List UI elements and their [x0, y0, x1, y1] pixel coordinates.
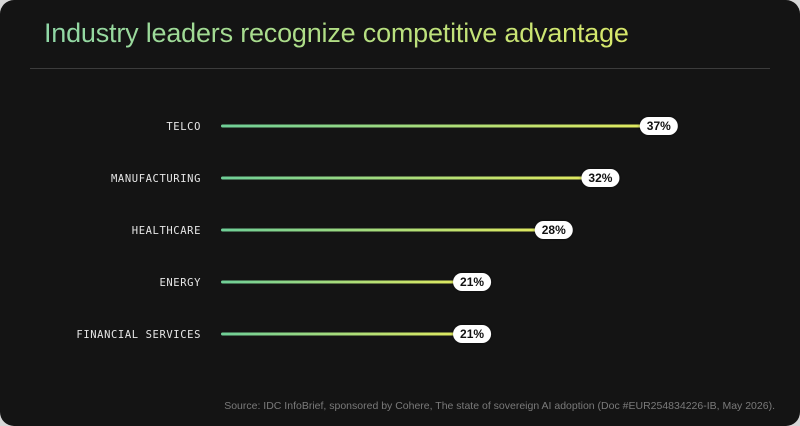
value-pill-financial-services: [453, 325, 492, 343]
category-label-healthcare: HEALTHCARE: [132, 225, 201, 237]
value-label-financial-services: 21%: [460, 327, 484, 341]
value-label-telco: 37%: [647, 119, 671, 133]
value-label-healthcare: 28%: [542, 223, 566, 237]
value-pill-manufacturing: [581, 169, 620, 187]
chart-title: Industry leaders recognize competitive a…: [44, 18, 629, 48]
value-label-manufacturing: 32%: [588, 171, 612, 185]
category-label-telco: TELCO: [166, 121, 201, 133]
value-label-energy: 21%: [460, 275, 484, 289]
title-divider: [30, 68, 770, 69]
category-label-financial-services: FINANCIAL SERVICES: [76, 329, 201, 341]
bar-manufacturing: [221, 176, 595, 180]
category-label-manufacturing: MANUFACTURING: [111, 173, 201, 185]
bar-energy: [221, 280, 467, 284]
category-label-energy: ENERGY: [159, 277, 201, 289]
value-pill-healthcare: [534, 221, 573, 239]
value-pill-telco: [639, 117, 678, 135]
bar-healthcare: [221, 228, 548, 232]
bar-telco: [221, 124, 653, 128]
bar-financial-services: [221, 332, 467, 336]
value-pill-energy: [453, 273, 492, 291]
source-note: Source: IDC InfoBrief, sponsored by Cohe…: [224, 400, 775, 412]
